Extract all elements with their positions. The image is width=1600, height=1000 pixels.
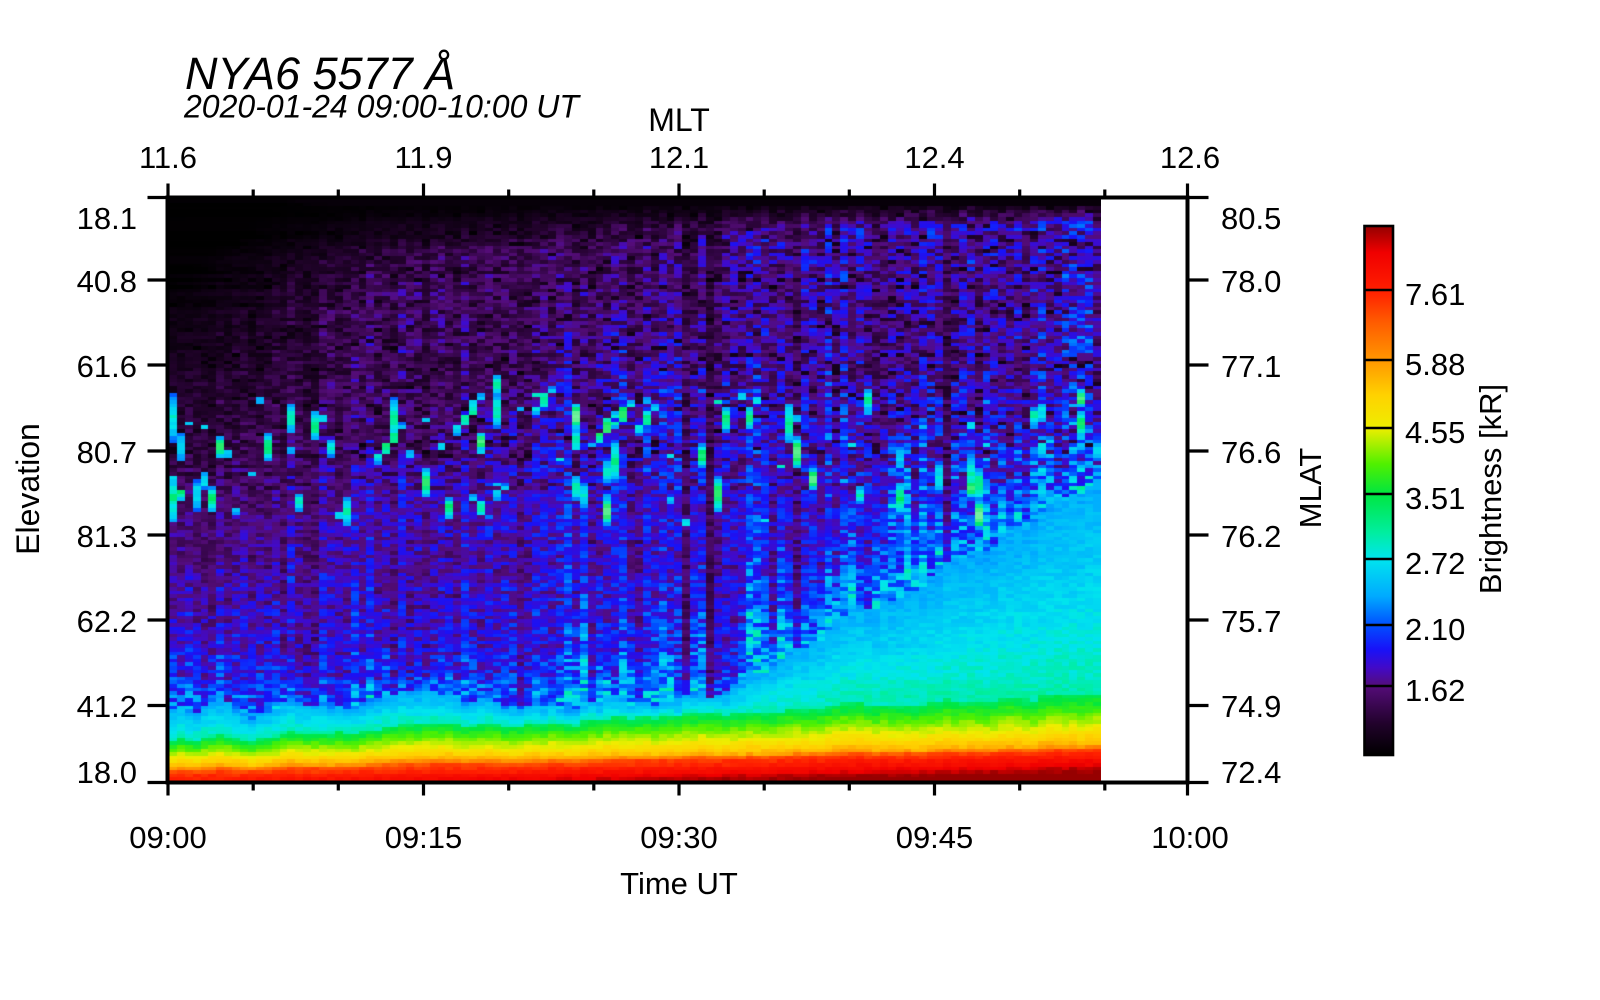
svg-text:2.72: 2.72	[1405, 546, 1465, 581]
svg-text:Elevation: Elevation	[10, 423, 46, 555]
svg-text:Time UT: Time UT	[620, 866, 738, 901]
svg-text:80.5: 80.5	[1221, 201, 1281, 236]
svg-text:4.55: 4.55	[1405, 415, 1465, 450]
svg-text:18.0: 18.0	[77, 755, 137, 790]
svg-text:2.10: 2.10	[1405, 612, 1465, 647]
svg-text:77.1: 77.1	[1221, 349, 1281, 384]
svg-text:11.9: 11.9	[394, 140, 452, 175]
svg-text:61.6: 61.6	[77, 349, 137, 384]
svg-text:2020-01-24 09:00-10:00 UT: 2020-01-24 09:00-10:00 UT	[183, 89, 581, 125]
svg-text:MLAT: MLAT	[1293, 448, 1328, 528]
svg-text:09:15: 09:15	[385, 820, 463, 855]
svg-text:12.6: 12.6	[1160, 140, 1220, 175]
svg-text:Brightness [kR]: Brightness [kR]	[1473, 384, 1508, 594]
svg-text:09:45: 09:45	[896, 820, 974, 855]
svg-text:11.6: 11.6	[139, 140, 197, 175]
svg-text:10:00: 10:00	[1151, 820, 1229, 855]
svg-text:74.9: 74.9	[1221, 689, 1281, 724]
svg-text:76.6: 76.6	[1221, 435, 1281, 470]
svg-text:72.4: 72.4	[1221, 755, 1281, 790]
svg-text:40.8: 40.8	[77, 264, 137, 299]
svg-text:80.7: 80.7	[77, 435, 137, 470]
svg-text:81.3: 81.3	[77, 519, 137, 554]
svg-text:1.62: 1.62	[1405, 673, 1465, 708]
svg-text:62.2: 62.2	[77, 604, 137, 639]
svg-text:09:30: 09:30	[640, 820, 718, 855]
svg-text:12.4: 12.4	[904, 140, 964, 175]
svg-text:78.0: 78.0	[1221, 264, 1281, 299]
svg-text:41.2: 41.2	[77, 689, 137, 724]
svg-text:5.88: 5.88	[1405, 347, 1465, 382]
svg-text:12.1: 12.1	[649, 140, 709, 175]
svg-text:09:00: 09:00	[129, 820, 207, 855]
svg-text:3.51: 3.51	[1405, 481, 1465, 516]
svg-text:7.61: 7.61	[1405, 277, 1465, 312]
svg-text:76.2: 76.2	[1221, 519, 1281, 554]
svg-text:75.7: 75.7	[1221, 604, 1281, 639]
svg-text:MLT: MLT	[648, 102, 710, 138]
svg-text:18.1: 18.1	[77, 201, 137, 236]
svg-text:NYA6 5577 Å: NYA6 5577 Å	[185, 48, 455, 99]
